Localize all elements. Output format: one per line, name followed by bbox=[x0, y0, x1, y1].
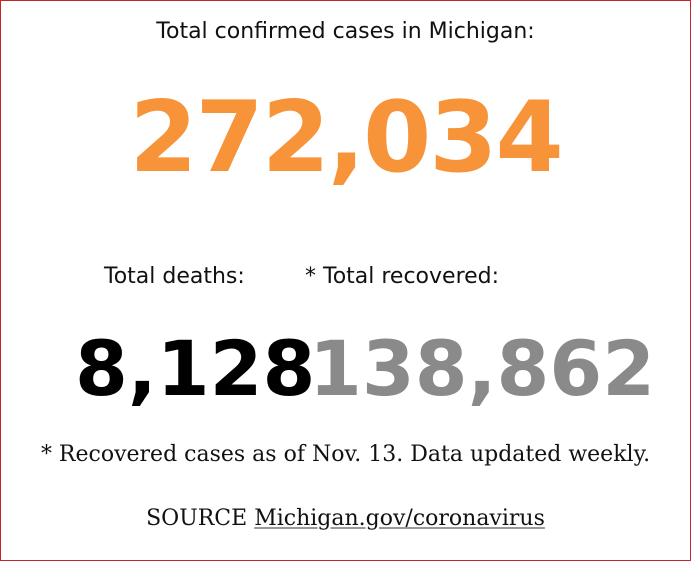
total-cases: 272,034 bbox=[129, 81, 563, 195]
source: SOURCE Michigan.gov/coronavirus bbox=[1, 506, 690, 531]
recovered-label: * Total recovered: bbox=[305, 264, 500, 289]
source-label: SOURCE bbox=[146, 506, 248, 531]
deaths-value: 8,128 bbox=[75, 324, 316, 413]
title: Total confirmed cases in Michigan: bbox=[156, 19, 535, 44]
source-link[interactable]: Michigan.gov/coronavirus bbox=[254, 506, 545, 531]
recovered-value: 138,862 bbox=[309, 324, 656, 413]
deaths-label: Total deaths: bbox=[104, 264, 245, 289]
footnote: * Recovered cases as of Nov. 13. Data up… bbox=[40, 442, 651, 467]
